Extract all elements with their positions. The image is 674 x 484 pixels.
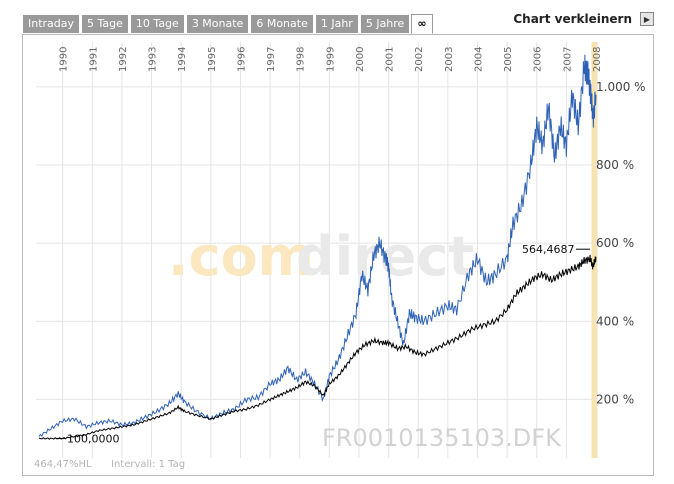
x-tick-label: 2005: [503, 47, 514, 72]
x-tick-label: 1991: [88, 47, 99, 72]
shrink-chart-button[interactable]: Chart verkleinern ▶: [513, 12, 654, 26]
x-tick-label: 1993: [148, 47, 159, 72]
x-tick-label: 1996: [236, 47, 247, 72]
y-tick-label: 1.000 %: [596, 80, 646, 94]
series-line-0: [38, 54, 597, 438]
x-tick-label: 1992: [118, 47, 129, 72]
x-tick-label: 2003: [444, 47, 455, 72]
start-value-label: 100,0000: [67, 432, 120, 445]
footer-interval: Intervall: 1 Tag: [111, 459, 185, 470]
period-tabs: Intraday 5 Tage 10 Tage 3 Monate 6 Monate 1 J…: [22, 14, 434, 34]
last-value-label: 564,4687: [522, 243, 575, 256]
y-axis-labels: 200 % 400 % 600 % 800 % 1.000 %: [596, 80, 646, 407]
x-tick-label: 2002: [414, 47, 425, 72]
x-tick-label: 1990: [59, 47, 70, 72]
x-tick-label: 1997: [266, 47, 277, 72]
watermark-com: .com: [168, 225, 314, 288]
tab-7[interactable]: ∞: [411, 14, 433, 34]
isin-label: FR0010135103.DFK: [322, 424, 562, 452]
tab-2[interactable]: 10 Tage: [129, 14, 185, 34]
x-axis-labels: 1990 1991 1992 1993 1994 1995 1996 1997 1998 1999…: [59, 47, 603, 72]
series-lines: [38, 54, 597, 440]
shrink-chart-label: Chart verkleinern: [513, 12, 632, 26]
x-tick-label: 2000: [355, 47, 366, 72]
tab-3[interactable]: 3 Monate: [185, 14, 250, 34]
play-arrow-icon: ▶: [640, 12, 654, 26]
y-tick-label: 400 %: [596, 314, 634, 328]
x-tick-label: 1995: [207, 47, 218, 72]
x-tick-label: 1994: [177, 47, 188, 72]
footer-change: 464,47%HL: [34, 459, 92, 470]
y-tick-label: 800 %: [596, 158, 634, 172]
x-tick-label: 2001: [385, 47, 396, 72]
tab-1[interactable]: 5 Tage: [81, 14, 129, 34]
tab-0[interactable]: Intraday: [22, 14, 81, 34]
tab-4[interactable]: 6 Monate: [250, 14, 314, 34]
chart-frame: [22, 34, 654, 476]
tab-5[interactable]: 1 Jahr: [314, 14, 359, 34]
x-tick-label: 2007: [562, 47, 573, 72]
x-tick-label: 2006: [533, 47, 544, 72]
tab-6[interactable]: 5 Jahre: [359, 14, 411, 34]
last-period-highlight: [591, 42, 598, 458]
series-line-1: [38, 254, 597, 440]
x-tick-label: 2008: [592, 47, 603, 72]
y-tick-label: 200 %: [596, 392, 634, 406]
x-tick-label: 1998: [296, 47, 307, 72]
x-tick-label: 1999: [325, 47, 336, 72]
x-tick-label: 2004: [473, 47, 484, 72]
grid-lines: [36, 42, 597, 458]
y-tick-label: 600 %: [596, 236, 634, 250]
